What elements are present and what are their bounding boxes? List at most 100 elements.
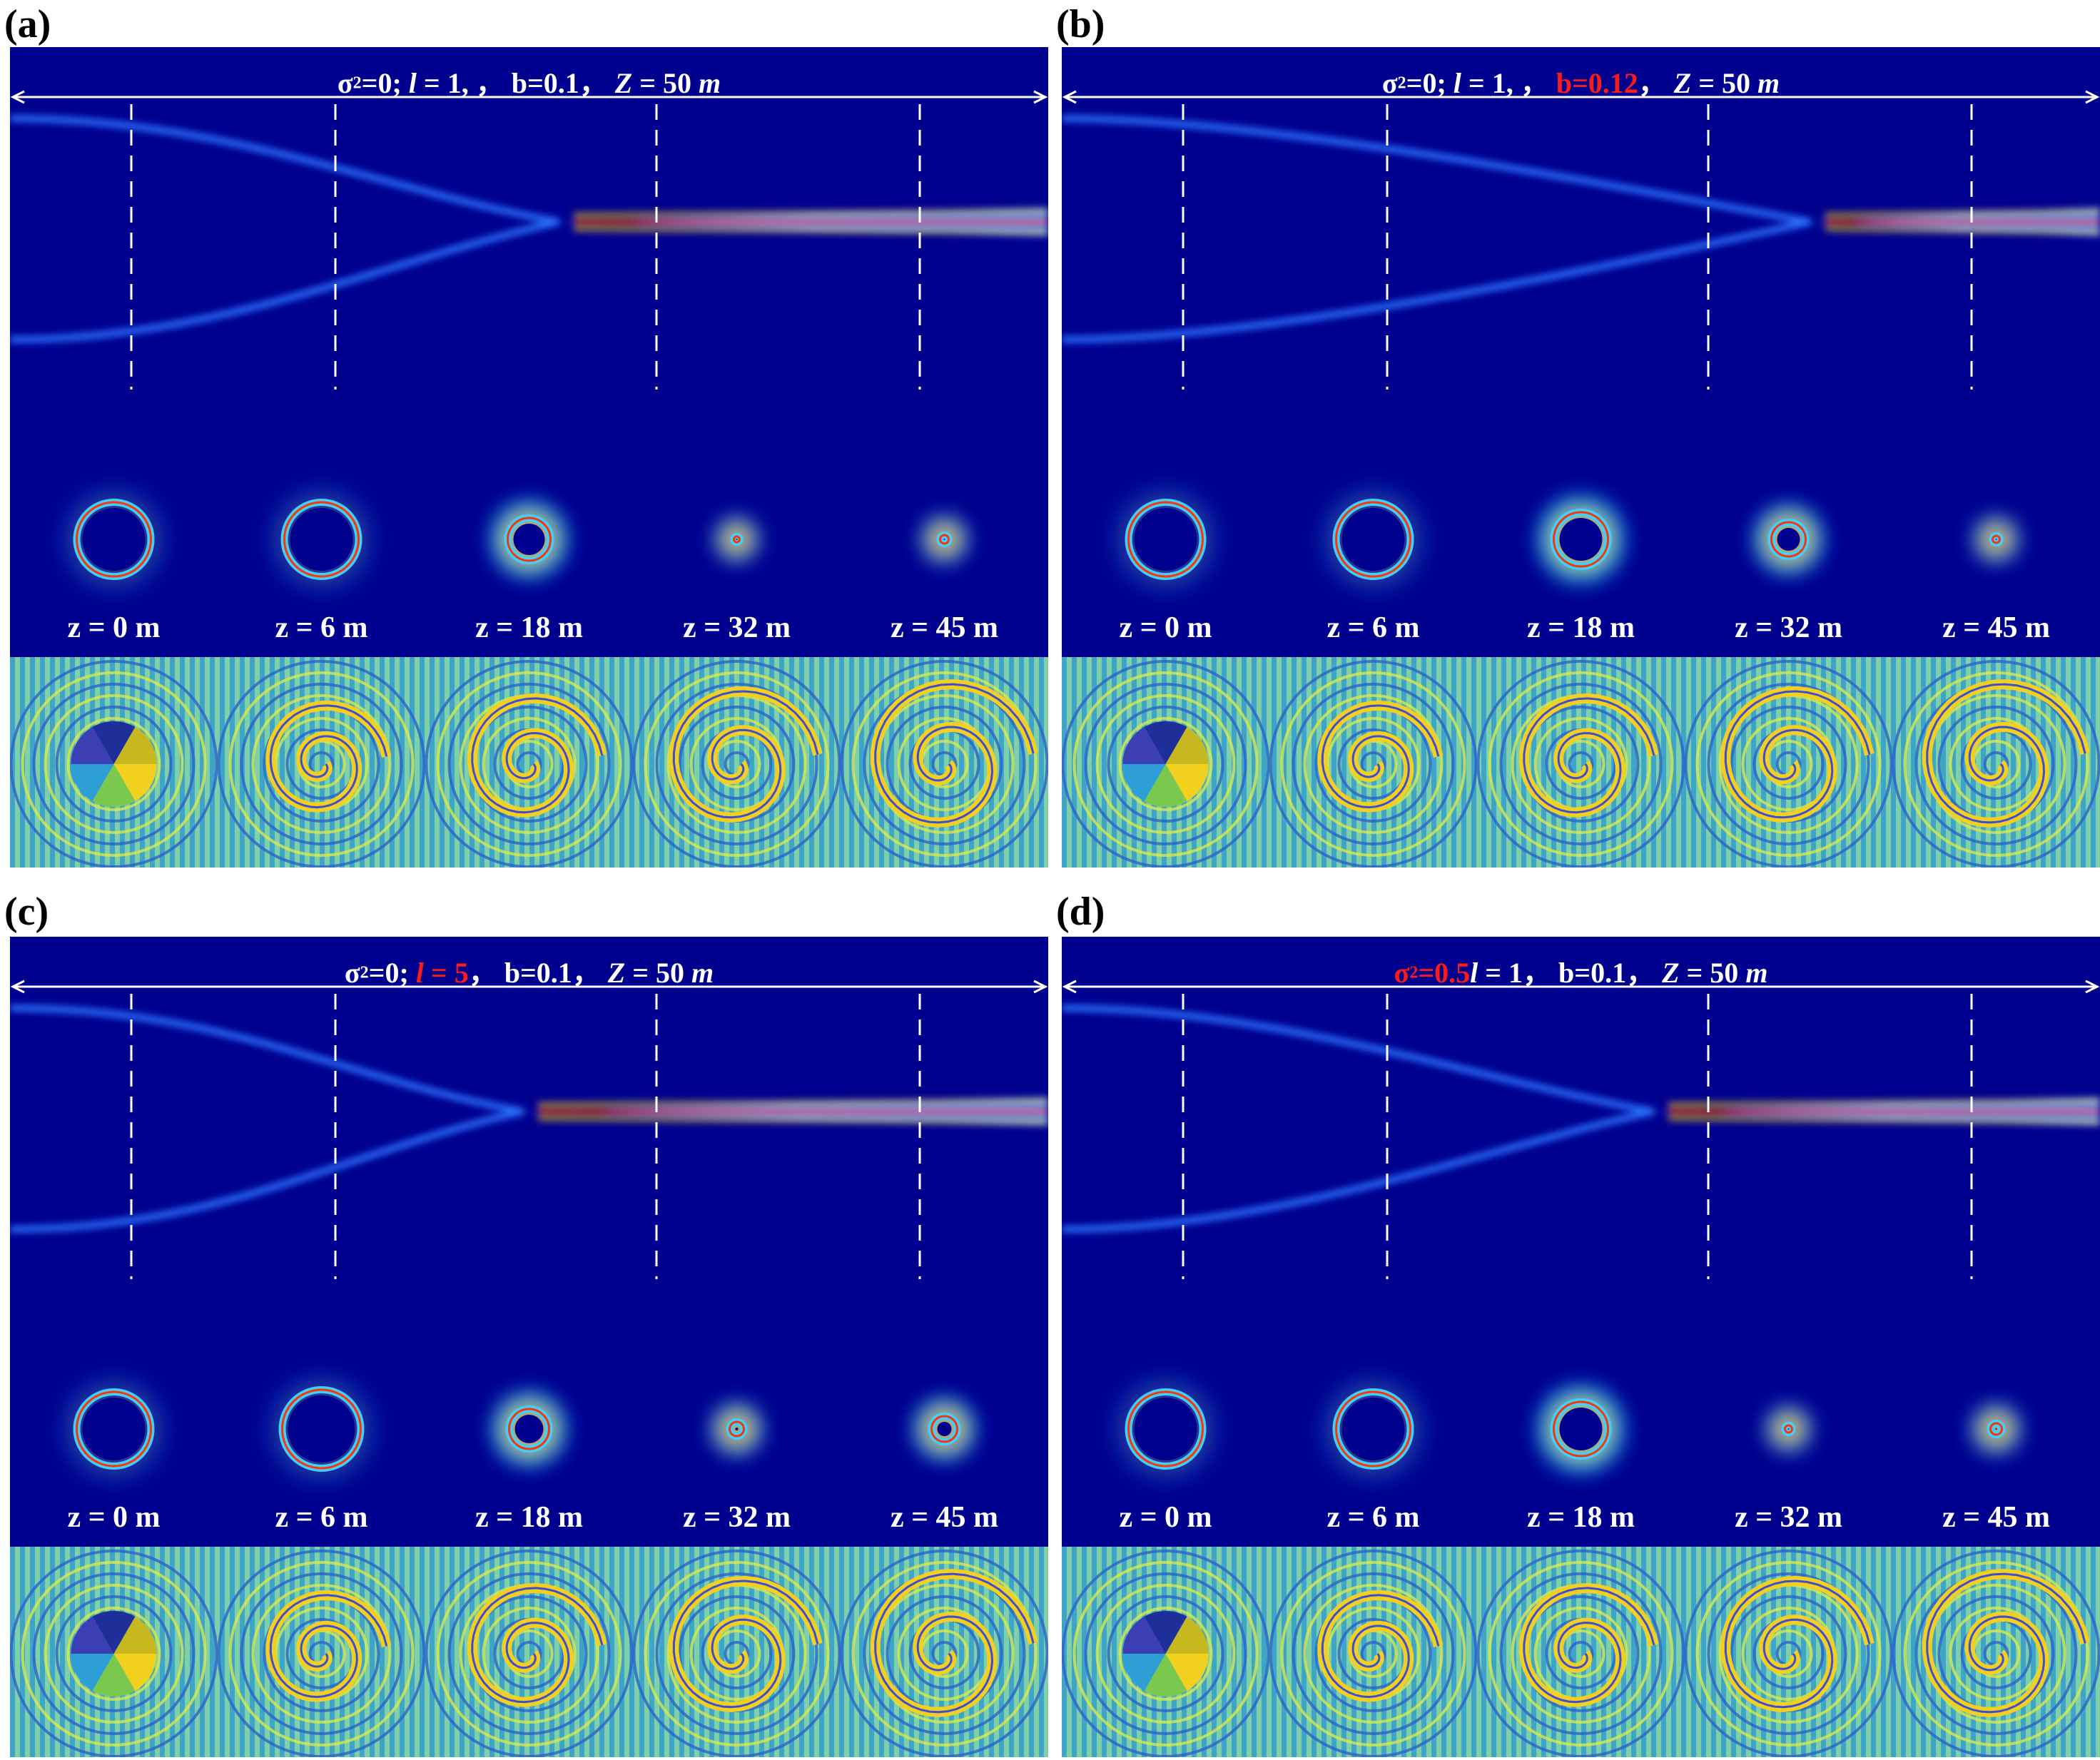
z-position-label: z = 6 m [1327, 611, 1420, 644]
intensity-profile [1969, 1402, 2024, 1456]
caption-l-symbol: l [1470, 957, 1478, 989]
caption-sigma-exponent: 2 [360, 963, 369, 982]
caption-b-value: b=0.1 [511, 67, 579, 99]
z-position-label: z = 45 m [1942, 1501, 2051, 1534]
intensity-profile [918, 514, 970, 565]
z-position-label: z = 45 m [890, 1501, 999, 1534]
caption-l-value: = 5 [423, 957, 469, 989]
intensity-profile [910, 1395, 979, 1463]
z-marker-lines [130, 104, 921, 390]
z-position-label: z = 0 m [1119, 611, 1212, 644]
intensity-profile [1314, 1370, 1432, 1487]
span-arrow [1062, 90, 2100, 104]
caption-sigma: σ [337, 67, 353, 99]
phase-maps [10, 657, 1048, 868]
caption-l-symbol: l [1453, 67, 1461, 99]
panel-figure [1062, 47, 2100, 868]
caption-unit: m [691, 957, 714, 989]
phase-map [840, 657, 1048, 868]
intensity-profile [1107, 481, 1224, 598]
z-position-label: z = 0 m [1119, 1501, 1212, 1534]
z-position-label: z = 0 m [67, 1501, 161, 1534]
phase-map [1476, 1547, 1685, 1757]
phase-map [425, 1547, 634, 1757]
caption-sigma-value: =0; [368, 957, 416, 989]
panel-a: σ2=0; l = 1, ， b=0.1， Z = 50 m z = 0 m z =… [10, 47, 1048, 868]
intensity-profile [260, 1368, 382, 1490]
panel-label-b: (b) [1056, 2, 1105, 46]
z-position-label: z = 45 m [890, 611, 999, 644]
phase-map [1476, 657, 1685, 868]
phase-map [1269, 1547, 1478, 1757]
caption-sigma-exponent: 2 [1397, 73, 1406, 93]
caption-l-value: = 1 [1478, 957, 1523, 989]
phase-map [10, 657, 218, 868]
z-position-label: z = 6 m [1327, 1501, 1420, 1534]
z-marker-lines [1182, 994, 1973, 1279]
intensity-profile [263, 481, 380, 598]
caption-b-value: b=0.1 [1558, 957, 1627, 989]
panel-c: σ2=0; l = 5， b=0.1， Z = 50 m z = 0 m z = 6… [10, 937, 1048, 1757]
intensity-profile [486, 497, 572, 582]
caption-sigma-exponent: 2 [352, 73, 362, 93]
z-marker-lines [130, 994, 921, 1279]
z-marker-lines [1182, 104, 1973, 390]
panel-caption: σ2=0.5l = 1， b=0.1， Z = 50 m [1062, 950, 2100, 991]
panel-caption: σ2=0; l = 1, ， b=0.1， Z = 50 m [10, 60, 1048, 101]
intensity-profile [1763, 1404, 1814, 1454]
phase-maps [1062, 1547, 2100, 1757]
z-position-label: z = 6 m [275, 1501, 368, 1534]
phase-map [1684, 657, 1893, 868]
intensity-profile [55, 481, 173, 598]
intensity-profile [1750, 501, 1827, 578]
caption-separator: ， [579, 67, 615, 99]
intensity-profile [1107, 1370, 1224, 1487]
phase-map [217, 657, 426, 868]
phase-map [1062, 657, 1270, 868]
panel-figure [1062, 937, 2100, 1757]
panel-label-a: (a) [4, 2, 51, 46]
panel-caption: σ2=0; l = 5， b=0.1， Z = 50 m [10, 950, 1048, 991]
span-arrow [1062, 980, 2100, 994]
caption-sigma: σ [344, 957, 360, 989]
caption-unit: m [698, 67, 721, 99]
phase-map [632, 657, 841, 868]
phase-maps [10, 1547, 1048, 1757]
caption-z-value: = 50 [625, 957, 691, 989]
caption-b-value: b=0.1 [504, 957, 572, 989]
z-position-label: z = 0 m [67, 611, 161, 644]
panel-caption: σ2=0; l = 1, ， b=0.12， Z = 50 m [1062, 60, 2100, 101]
caption-z-value: = 50 [1691, 67, 1757, 99]
z-position-label: z = 18 m [1526, 1501, 1635, 1534]
phase-map [1684, 1547, 1893, 1757]
caption-separator: ， [1638, 67, 1674, 99]
phase-map [632, 1547, 841, 1757]
panel-b: σ2=0; l = 1, ， b=0.12， Z = 50 m z = 0 m z … [1062, 47, 2100, 868]
intensity-profile [1532, 1380, 1630, 1477]
phase-maps [1062, 657, 2100, 868]
caption-z-value: = 50 [632, 67, 699, 99]
intensity-profile [1971, 514, 2022, 564]
intensity-profile [708, 1400, 766, 1458]
caption-b-value: b=0.12 [1556, 67, 1638, 99]
caption-unit: m [1757, 67, 1780, 99]
caption-sigma: σ [1394, 957, 1410, 989]
phase-map [1269, 657, 1478, 868]
phase-map [1062, 1547, 1270, 1757]
propagation-beams [1062, 115, 2100, 343]
span-arrow [10, 90, 1048, 104]
propagation-beams [1062, 1004, 2100, 1233]
caption-separator: ， [1520, 67, 1556, 99]
z-position-label: z = 45 m [1942, 611, 2051, 644]
panel-label-d: (d) [1056, 890, 1105, 934]
panel-figure [10, 937, 1048, 1757]
z-position-label: z = 32 m [1734, 611, 1843, 644]
intensity-profile [712, 515, 761, 564]
caption-sigma-exponent: 2 [1409, 963, 1419, 982]
caption-separator: ， [1626, 957, 1663, 989]
phase-map [217, 1547, 426, 1757]
phase-map [10, 1547, 218, 1757]
intensity-profile [487, 1388, 571, 1470]
caption-unit: m [1745, 957, 1768, 989]
phase-map [1892, 1547, 2100, 1757]
